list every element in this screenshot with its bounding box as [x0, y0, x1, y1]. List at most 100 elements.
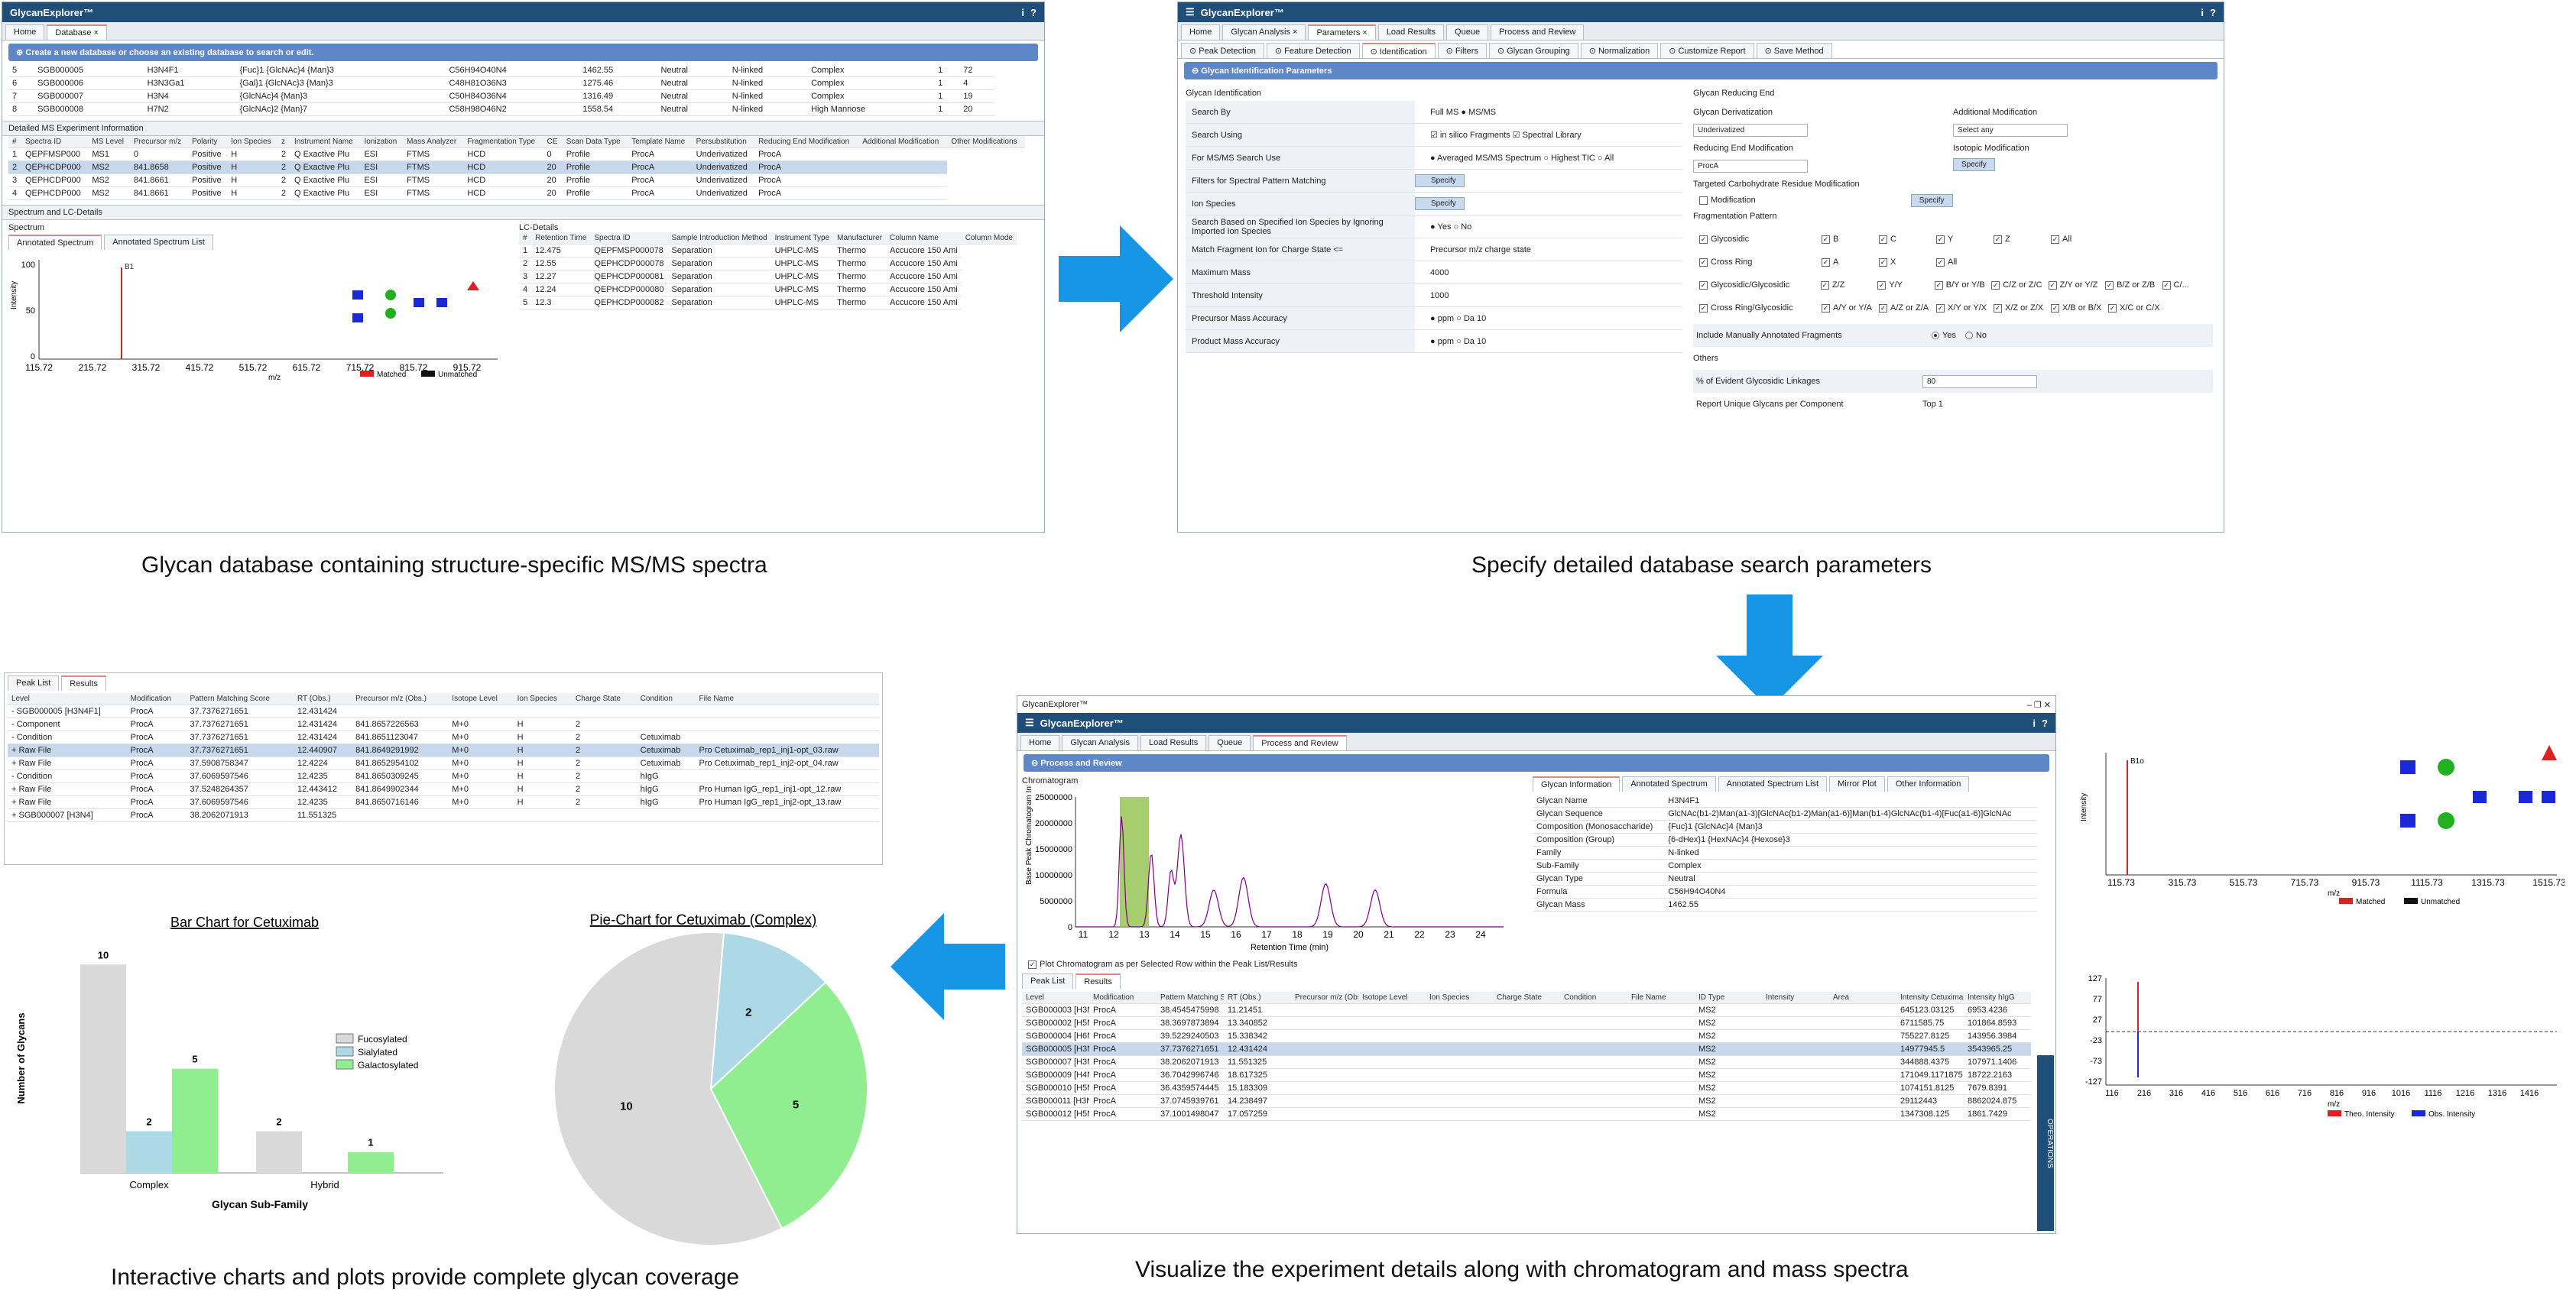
- tab-peak-list[interactable]: Peak List: [8, 675, 60, 691]
- bar[interactable]: [348, 1152, 394, 1173]
- column-header[interactable]: Charge State: [572, 693, 637, 705]
- fragment-checkbox[interactable]: ✓: [1936, 258, 1945, 267]
- param-value[interactable]: ● ppm ○ Da 10: [1430, 313, 1487, 323]
- param-value[interactable]: ● Yes ○ No: [1430, 222, 1472, 232]
- column-header[interactable]: Spectra ID: [21, 136, 89, 148]
- column-header[interactable]: Scan Data Type: [562, 136, 628, 148]
- info-tab-1[interactable]: Annotated Spectrum: [1622, 776, 1716, 792]
- bar[interactable]: [172, 1068, 218, 1173]
- fragment-checkbox[interactable]: ✓: [1822, 258, 1830, 267]
- column-header[interactable]: Precursor m/z: [129, 136, 189, 148]
- table-row[interactable]: SGB000011 [H3N4F1Ga1]ProcA37.07459397611…: [1022, 1094, 2031, 1108]
- column-header[interactable]: Manufacturer: [833, 232, 887, 245]
- fragment-checkbox[interactable]: ✓: [1936, 303, 1945, 313]
- param-value[interactable]: 4000: [1430, 267, 1449, 277]
- tab-4[interactable]: Queue: [1446, 24, 1489, 40]
- info-icon[interactable]: i: [2201, 6, 2205, 18]
- include-no-radio[interactable]: [1964, 332, 1973, 339]
- table-row[interactable]: 5 SGB000005 H3N4F1 {Fuc}1 {GlcNAc}4 {Man}3 C…: [8, 64, 994, 77]
- fragment-checkbox[interactable]: ✓: [2051, 235, 2059, 244]
- column-header[interactable]: Sample Introduction Method: [667, 232, 771, 245]
- tab-results[interactable]: Results: [61, 675, 106, 691]
- column-header[interactable]: RT (Obs.): [294, 693, 352, 705]
- column-header[interactable]: Pattern Matching Score: [186, 693, 294, 705]
- column-header[interactable]: Condition: [1560, 992, 1627, 1004]
- column-header[interactable]: Column Mode: [961, 232, 1017, 245]
- menu-icon[interactable]: ☰: [1025, 717, 1034, 728]
- fragment-checkbox[interactable]: ✓: [1822, 303, 1830, 313]
- subtab-5[interactable]: ⊙ Normalization: [1580, 43, 1659, 58]
- spectrum-section-header[interactable]: Spectrum and LC-Details: [2, 205, 1044, 220]
- column-header[interactable]: Isotope Level: [448, 693, 514, 705]
- column-header[interactable]: Other Modifications: [947, 136, 1025, 148]
- help-icon[interactable]: ?: [1030, 6, 1037, 18]
- table-row[interactable]: Glycan Sequence GlcNAc(b1-2)Man(a1-3)[Glc…: [1533, 807, 2037, 821]
- plot-checkbox[interactable]: ✓: [1028, 960, 1037, 969]
- fragment-option[interactable]: ✓ B/Z or Z/B: [2105, 280, 2156, 290]
- fragment-option[interactable]: ✓ X/C or C/X: [2108, 303, 2159, 313]
- bar[interactable]: [126, 1131, 172, 1173]
- pie-slice[interactable]: [553, 931, 784, 1246]
- fragment-option[interactable]: ✓ X/Z or Z/X: [1994, 303, 2044, 313]
- fragment-checkbox[interactable]: ✓: [2108, 303, 2117, 313]
- fragment-option[interactable]: ✓ X/B or B/X: [2051, 303, 2102, 313]
- table-row[interactable]: 1 12.475 QEPFMSP000078 Separation UHPLC-MS Th…: [519, 244, 1017, 258]
- subtab-3[interactable]: ⊙ Filters: [1437, 43, 1487, 58]
- column-header[interactable]: Charge State: [1493, 992, 1560, 1004]
- table-row[interactable]: 8 SGB000008 H7N2 {GlcNAc}2 {Man}7 C58H98O46N…: [8, 102, 994, 116]
- additional-mod-select[interactable]: Select any: [1953, 124, 2068, 137]
- column-header[interactable]: Ion Species: [513, 693, 573, 705]
- info-tab-3[interactable]: Mirror Plot: [1829, 776, 1885, 792]
- table-row[interactable]: - Condition ProcA 37.6069597546 12.4235 841.…: [8, 769, 879, 783]
- table-row[interactable]: Composition (Monosaccharide) {Fuc}1 {GlcN…: [1533, 820, 2037, 834]
- table-row[interactable]: + SGB000007 [H3N4] ProcA 38.2062071913 11.5…: [8, 808, 879, 822]
- column-header[interactable]: ID Type: [1695, 992, 1762, 1004]
- column-header[interactable]: Intensity Cetuximab: [1896, 992, 1964, 1004]
- fragment-checkbox[interactable]: ✓: [1991, 280, 2000, 290]
- fragment-checkbox[interactable]: ✓: [2105, 280, 2114, 290]
- column-header[interactable]: Fragmentation Type: [463, 136, 543, 148]
- column-header[interactable]: Ion Species: [1426, 992, 1493, 1004]
- help-icon[interactable]: ?: [2210, 6, 2216, 18]
- column-header[interactable]: Ion Species: [227, 136, 277, 148]
- column-header[interactable]: #: [519, 232, 532, 245]
- fragment-option[interactable]: ✓ C/...: [2162, 280, 2189, 290]
- fragment-option[interactable]: ✓ All: [1936, 258, 1958, 267]
- table-row[interactable]: 7 SGB000007 H3N4 {GlcNAc}4 {Man}3 C50H84O36N…: [8, 89, 994, 103]
- pie-slice[interactable]: [709, 931, 827, 1091]
- table-row[interactable]: SGB000010 [H5N3F1]ProcA36.435957444515.1…: [1022, 1081, 2031, 1095]
- column-header[interactable]: z: [277, 136, 290, 148]
- subtab-7[interactable]: ⊙ Save Method: [1756, 43, 1832, 58]
- fragment-checkbox[interactable]: ✓: [1994, 235, 2002, 244]
- column-header[interactable]: Column Name: [886, 232, 962, 245]
- fragment-checkbox[interactable]: ✓: [1820, 280, 1829, 290]
- table-row[interactable]: + Raw File ProcA 37.7376271651 12.440907 841…: [8, 743, 879, 757]
- fragment-option[interactable]: ✓ C: [1879, 235, 1896, 244]
- table-row[interactable]: 6 SGB000006 H3N3Ga1 {Gal}1 {GlcNAc}3 {Man}3…: [8, 76, 994, 90]
- bar[interactable]: [256, 1131, 302, 1173]
- ms-section-header[interactable]: Detailed MS Experiment Information: [2, 121, 1044, 136]
- param-value[interactable]: Specify: [1415, 174, 1465, 187]
- table-row[interactable]: Glycan Name H3N4F1: [1533, 795, 2037, 808]
- derivatization-select[interactable]: Underivatized: [1693, 124, 1808, 137]
- table-row[interactable]: + Raw File ProcA 37.6069597546 12.4235 841.8…: [8, 795, 879, 809]
- plus-icon[interactable]: ⊕: [16, 48, 26, 57]
- fragment-checkbox[interactable]: ✓: [1699, 303, 1708, 313]
- report-select[interactable]: Top 1: [1922, 400, 1943, 409]
- table-row[interactable]: 1 QEPFMSP000 MS1 0 Positive H 2 Q Exactive Plu E…: [8, 147, 1025, 161]
- carb-specify-button[interactable]: Specify: [1910, 194, 1953, 207]
- param-value[interactable]: Full MS ● MS/MS: [1430, 107, 1497, 117]
- collapse-icon[interactable]: ⊖: [1031, 759, 1041, 768]
- fragment-checkbox[interactable]: ✓: [2048, 280, 2057, 290]
- table-row[interactable]: Glycan Mass 1462.55: [1533, 898, 2037, 912]
- param-value[interactable]: ● Averaged MS/MS Spectrum ○ Highest TIC …: [1430, 153, 1614, 163]
- tab-3[interactable]: Load Results: [1377, 24, 1445, 40]
- tab-peak-list[interactable]: Peak List: [1022, 973, 1074, 989]
- fragment-option[interactable]: ✓ B/Y or Y/B: [1934, 280, 1985, 290]
- fragment-option[interactable]: ✓ Y/Y: [1877, 280, 1903, 290]
- fragment-option[interactable]: ✓ Cross Ring/Glycosidic: [1699, 303, 1793, 313]
- fragment-checkbox[interactable]: ✓: [1934, 280, 1943, 290]
- menu-icon[interactable]: ☰: [1186, 6, 1195, 18]
- pie-slice[interactable]: [709, 981, 868, 1230]
- table-row[interactable]: 5 12.3 QEPHCDP000082 Separation UHPLC-MS Ther…: [519, 296, 1017, 309]
